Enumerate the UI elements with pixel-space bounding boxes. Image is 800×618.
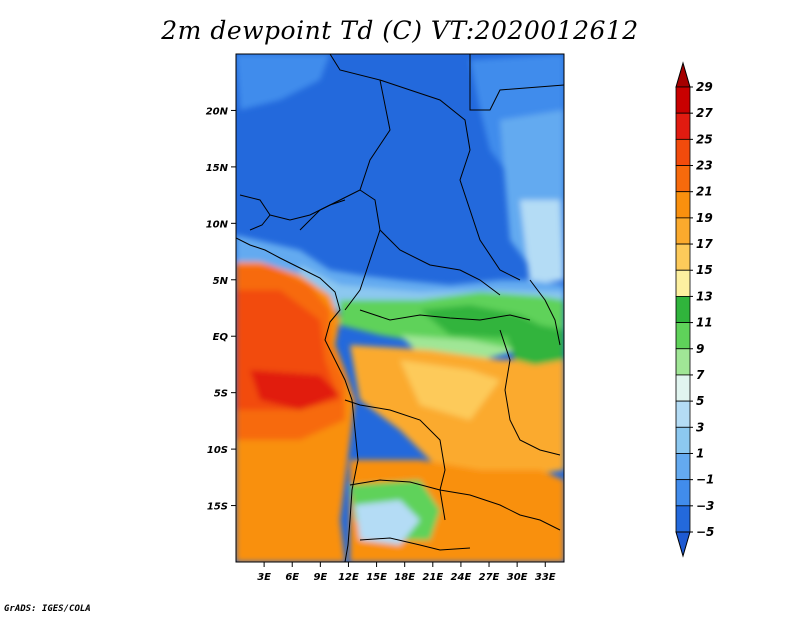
colorbar-segment (675, 374, 691, 402)
colorbar-top-arrow (675, 61, 691, 88)
dewpoint-region-sahara-west (236, 54, 330, 110)
colorbar-label: −1 (696, 473, 714, 487)
colorbar-label: 7 (696, 368, 705, 382)
colorbar-label: 19 (696, 211, 713, 225)
colorbar-segment (675, 191, 691, 219)
lat-tick-label: 10S (207, 445, 228, 456)
colorbar-label: 11 (696, 316, 713, 330)
lon-tick-label: 18E (394, 572, 415, 583)
map-plot-area (236, 54, 564, 562)
longitude-axis: 3E 6E 9E 12E 15E 18E 21E 24E 27E 30E 33E (257, 562, 556, 583)
lon-tick-label: 27E (479, 572, 500, 583)
colorbar-label: −5 (696, 525, 714, 539)
lon-tick-label: 12E (338, 572, 359, 583)
colorbar-segment (675, 322, 691, 350)
latitude-axis: 20N 15N 10N 5N EQ 5S 10S 15S (206, 106, 236, 513)
colorbar-label: 29 (696, 80, 713, 94)
colorbar-segment (675, 269, 691, 297)
map-frame (235, 53, 565, 563)
colorbar-label: 17 (696, 237, 713, 251)
lat-tick-label: 15N (206, 163, 229, 174)
colorbar-segment (675, 112, 691, 140)
border-line (379, 79, 521, 281)
border-line (499, 329, 561, 456)
colorbar-segment (675, 400, 691, 428)
lon-tick-label: 6E (285, 572, 299, 583)
colorbar-label: 5 (696, 394, 704, 408)
lat-tick-label: EQ (213, 332, 229, 343)
lon-tick-label: 30E (507, 572, 528, 583)
border-line (469, 54, 564, 111)
lon-tick-label: 24E (451, 572, 472, 583)
dewpoint-region-congo-light (400, 360, 500, 420)
colorbar-label: 1 (696, 446, 704, 460)
colorbar-segment (675, 217, 691, 245)
colorbar-segment (675, 453, 691, 481)
colorbar: 29 27 25 23 21 19 17 15 13 11 9 7 5 3 1 −1 −3 −5 (675, 61, 714, 558)
colorbar-label: 13 (696, 289, 713, 303)
colorbar-bottom-arrow (675, 531, 691, 558)
dewpoint-region-east-lakes (505, 325, 564, 365)
lat-tick-label: 10N (206, 219, 229, 230)
colorbar-label: −3 (696, 499, 714, 513)
colorbar-label: 21 (696, 185, 713, 199)
lat-tick-label: 20N (206, 106, 229, 117)
border-line (344, 399, 446, 521)
colorbar-label: 27 (696, 106, 713, 120)
border-line (439, 489, 561, 531)
lon-tick-label: 21E (422, 572, 443, 583)
coastline-west-africa (236, 237, 359, 562)
lon-tick-label: 15E (366, 572, 387, 583)
colorbar-segment (675, 505, 691, 533)
border-line (359, 309, 531, 321)
map-title: 2m dewpoint Td (C) VT:2020012612 (161, 16, 639, 45)
colorbar-label: 23 (696, 159, 713, 173)
country-borders (236, 54, 564, 562)
lat-tick-label: 15S (207, 502, 228, 513)
lat-tick-label: 5S (214, 389, 228, 400)
border-line (359, 537, 471, 551)
border-line (349, 479, 441, 491)
lon-tick-label: 9E (313, 572, 327, 583)
colorbar-segment (675, 243, 691, 271)
colorbar-segment (675, 479, 691, 507)
colorbar-segment (675, 86, 691, 114)
colorbar-segment (675, 348, 691, 376)
colorbar-segment (675, 426, 691, 454)
border-line (344, 189, 381, 311)
colorbar-label: 9 (696, 342, 704, 356)
border-line (379, 229, 501, 296)
border-line (529, 279, 561, 346)
colorbar-segment (675, 165, 691, 193)
dewpoint-region-ethiopia (520, 200, 564, 285)
dewpoint-region-namibia (355, 500, 420, 545)
colorbar-segment (675, 296, 691, 323)
colorbar-segment (675, 138, 691, 166)
dewpoint-region-ocean-hottest (250, 370, 340, 410)
lat-tick-label: 5N (213, 276, 229, 287)
lon-tick-label: 3E (257, 572, 271, 583)
colorbar-label: 25 (696, 132, 713, 146)
grads-credit: GrADS: IGES/COLA (4, 604, 91, 614)
border-line (269, 199, 346, 221)
colorbar-label: 15 (696, 263, 713, 277)
colorbar-label: 3 (696, 420, 704, 434)
lon-tick-label: 33E (535, 572, 556, 583)
